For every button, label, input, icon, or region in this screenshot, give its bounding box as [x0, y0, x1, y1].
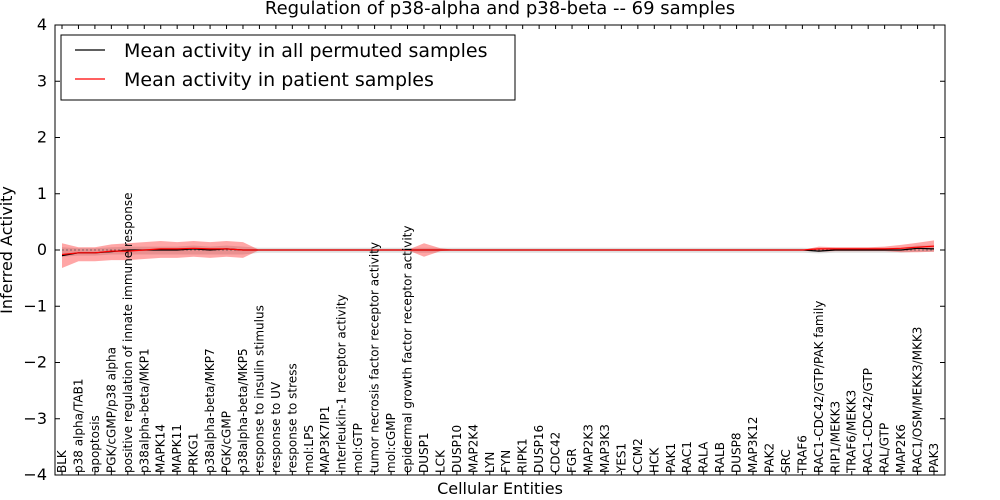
x-tick-label: CCM2: [631, 438, 645, 473]
x-tick-label: LCK: [433, 449, 447, 473]
x-tick-label: mol:LPS: [302, 425, 316, 473]
y-tick-label: 2: [37, 128, 47, 147]
y-tick-label: 1: [37, 184, 47, 203]
x-tick-label: mol:cGMP: [384, 413, 398, 473]
x-tick-label: FYN: [499, 450, 513, 473]
x-tick-label: response to insulin stimulus: [252, 305, 266, 473]
x-tick-label: MAP2K6: [894, 424, 908, 473]
x-tick-label: TRAF6/MEKK3: [845, 390, 859, 474]
band-permuted: [62, 245, 934, 257]
y-axis-label: Inferred Activity: [0, 186, 16, 314]
x-tick-label: PAK2: [763, 443, 777, 473]
x-tick-label: MAP3K3: [598, 424, 612, 473]
x-tick-label: positive regulation of innate immune res…: [121, 193, 135, 473]
axes-frame: [54, 24, 946, 476]
y-tick-label: 3: [37, 71, 47, 90]
x-tick-label: CDC42: [549, 432, 563, 473]
y-tick-label: 0: [37, 240, 47, 259]
y-tick-label: −2: [23, 353, 47, 372]
chart-title: Regulation of p38-alpha and p38-beta -- …: [265, 0, 735, 19]
x-tick-label: RAC1/OSM/MEKK3/MKK3: [911, 327, 925, 473]
x-tick-label: DUSP8: [730, 432, 744, 473]
plot-area: [61, 240, 935, 268]
x-tick-label: RIP1/MEKK3: [828, 401, 842, 473]
x-tick-label: MAP2K4: [466, 424, 480, 473]
x-tick-label: RAC1-CDC42/GTP: [861, 368, 875, 473]
x-tick-label: MAPK11: [170, 424, 184, 473]
x-tick-label: tumor necrosis factor receptor activity: [368, 242, 382, 473]
x-tick-label: TRAF6: [795, 435, 809, 474]
legend-label-patient: Mean activity in patient samples: [124, 69, 434, 91]
x-tick-label: PGK/cGMP: [220, 411, 234, 473]
x-tick-label: RIPK1: [516, 438, 530, 473]
x-tick-label: RAC1: [680, 441, 694, 473]
x-tick-label: RAL/GTP: [878, 423, 892, 473]
x-tick-label: apoptosis: [88, 415, 102, 473]
x-tick-label: DUSP10: [450, 425, 464, 473]
x-tick-label: MAP2K3: [582, 424, 596, 473]
x-tick-label: response to UV: [269, 381, 283, 473]
x-tick-label: PAK1: [664, 443, 678, 473]
x-tick-label: MAP3K12: [746, 416, 760, 473]
x-tick-label: PAK3: [927, 443, 941, 473]
x-axis-label: Cellular Entities: [437, 479, 563, 498]
x-tick-label: MAPK14: [154, 424, 168, 473]
y-tick-label: −4: [23, 465, 47, 484]
x-tick-label: RALB: [713, 442, 727, 473]
x-tick-label: YES1: [614, 443, 628, 474]
x-tick-label: PGK/cGMP/p38 alpha: [104, 347, 118, 473]
series-line-patient: [61, 245, 935, 256]
x-tick-label: SRC: [779, 449, 793, 473]
legend-frame: [60, 34, 516, 101]
x-tick-label: LYN: [483, 452, 497, 473]
x-tick-label: interleukin-1 receptor activity: [335, 294, 349, 473]
y-tick-label: −3: [23, 409, 47, 428]
x-tick-label: epidermal growth factor receptor activit…: [401, 226, 415, 473]
x-tick-label: DUSP16: [532, 425, 546, 473]
x-tick-label: HCK: [647, 447, 661, 473]
band-patient: [62, 240, 934, 268]
x-tick-label: DUSP1: [417, 432, 431, 473]
x-tick-label: p38alpha-beta/MKP1: [137, 348, 151, 473]
x-tick-label: RALA: [697, 441, 711, 473]
x-tick-label: RAC1-CDC42/GTP/PAK family: [812, 301, 826, 473]
x-tick-label: p38 alpha/TAB1: [72, 379, 86, 473]
y-tick-label: −1: [23, 296, 47, 315]
y-tick-label: 4: [37, 15, 47, 34]
x-tick-label: mol:GTP: [351, 423, 365, 473]
x-tick-label: MAP3K7IP1: [318, 406, 332, 473]
legend: Mean activity in all permuted samples Me…: [60, 34, 516, 101]
x-tick-label: p38alpha-beta/MKP7: [203, 348, 217, 473]
legend-label-permuted: Mean activity in all permuted samples: [124, 40, 487, 62]
x-tick-label: PRKG1: [187, 433, 201, 473]
x-tick-label: FGR: [565, 448, 579, 473]
x-tick-label: p38alpha-beta/MKP5: [236, 348, 250, 473]
x-tick-label: BLK: [55, 449, 69, 473]
x-tick-label: response to stress: [285, 363, 299, 473]
